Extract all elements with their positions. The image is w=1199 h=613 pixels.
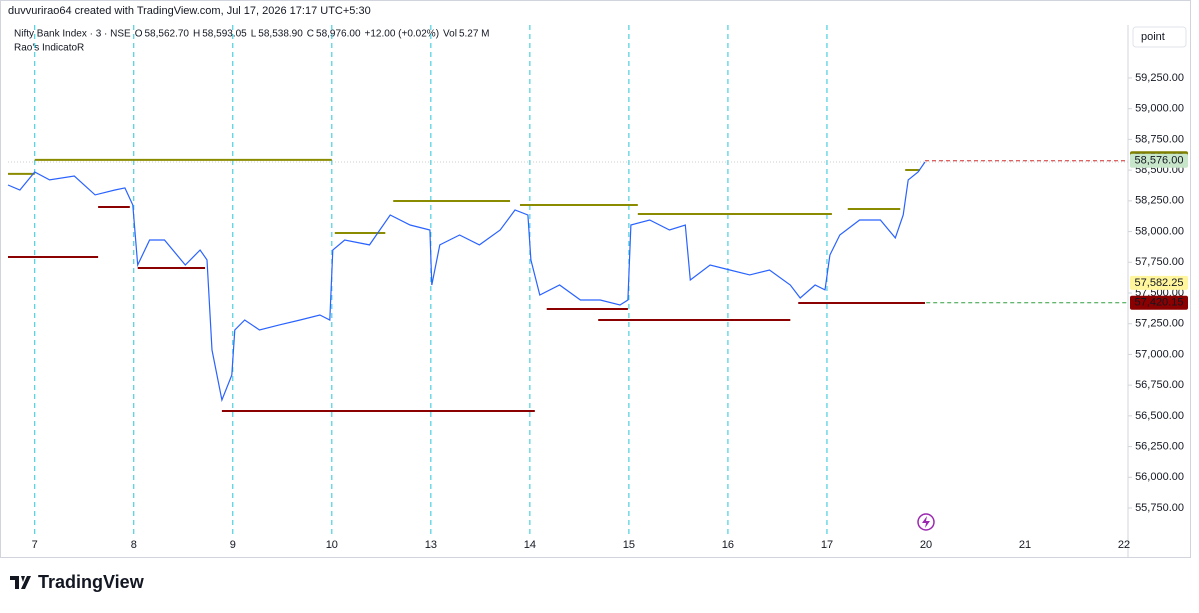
y-tick-label: 55,750.00 xyxy=(1135,502,1184,514)
y-tick-label: 56,750.00 xyxy=(1135,379,1184,391)
legend-item: O xyxy=(135,29,143,40)
price-tag xyxy=(1130,275,1188,290)
alert-circle[interactable] xyxy=(917,513,935,531)
price-tag xyxy=(1130,295,1188,310)
x-tick-label: 7 xyxy=(32,539,38,551)
button-box[interactable] xyxy=(1132,26,1187,48)
price-tag-label: 58,576.00 xyxy=(1135,155,1184,167)
legend-item: H xyxy=(193,29,200,40)
legend-item: 58,562.70 xyxy=(145,29,190,40)
legend-item: 58,538.90 xyxy=(258,29,303,40)
y-tick-label: 58,750.00 xyxy=(1135,133,1184,145)
credit: duvvurirao64 created with TradingView.co… xyxy=(8,5,371,17)
button-label[interactable]: point xyxy=(1141,31,1165,43)
y-tick-label: 57,750.00 xyxy=(1135,256,1184,268)
x-tick-label: 14 xyxy=(524,539,536,551)
x-tick-label: 21 xyxy=(1019,539,1031,551)
legend-item: Vol xyxy=(443,29,457,40)
y-tick-label: 58,000.00 xyxy=(1135,225,1184,237)
legend-item: 58,976.00 xyxy=(316,29,361,40)
price-tag-label: 57,420.15 xyxy=(1135,297,1184,309)
logo-mark xyxy=(10,576,31,589)
x-tick-label: 16 xyxy=(722,539,734,551)
y-tick-label: 59,000.00 xyxy=(1135,103,1184,115)
x-tick-label: 20 xyxy=(920,539,932,551)
legend-item: C xyxy=(307,29,314,40)
x-tick-label: 15 xyxy=(623,539,635,551)
x-tick-label: 9 xyxy=(230,539,236,551)
price-tag xyxy=(1130,153,1188,168)
frame xyxy=(0,0,1191,558)
indicator: Rao's IndicatoR xyxy=(14,43,84,54)
x-tick-label: 8 xyxy=(131,539,137,551)
legend-item: 5.27 M xyxy=(459,29,490,40)
x-tick-label: 22 xyxy=(1118,539,1130,551)
x-tick-label: 10 xyxy=(326,539,338,551)
y-tick-label: 56,000.00 xyxy=(1135,471,1184,483)
legend-item: 58,593.05 xyxy=(202,29,247,40)
x-tick-label: 17 xyxy=(821,539,833,551)
scale-button[interactable]: point xyxy=(1132,26,1187,48)
legend-item: L xyxy=(251,29,257,40)
legend-item: +12.00 (+0.02%) xyxy=(365,29,440,40)
y-tick-label: 59,250.00 xyxy=(1135,72,1184,84)
alert-icon[interactable] xyxy=(917,513,935,531)
price-tag-label: 57,582.25 xyxy=(1135,277,1184,289)
x-tick-label: 13 xyxy=(425,539,437,551)
logo-text: TradingView xyxy=(38,572,145,592)
y-tick-label: 57,250.00 xyxy=(1135,318,1184,330)
alert-bolt[interactable] xyxy=(922,516,930,528)
symbol: Nifty Bank Index · 3 · NSE xyxy=(14,29,131,40)
y-tick-label: 57,000.00 xyxy=(1135,348,1184,360)
price-line xyxy=(7,161,926,403)
y-tick-label: 56,500.00 xyxy=(1135,410,1184,422)
y-tick-label: 56,250.00 xyxy=(1135,440,1184,452)
y-tick-label: 58,250.00 xyxy=(1135,195,1184,207)
